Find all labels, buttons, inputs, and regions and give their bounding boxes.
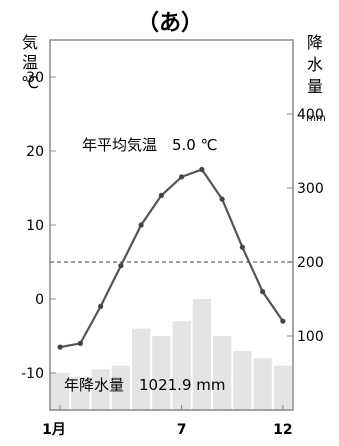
right-axis-label-char-1: 降: [307, 33, 323, 52]
x-tick-label: 12: [273, 422, 292, 438]
precipitation-bar: [192, 299, 211, 410]
precipitation-bar: [91, 369, 110, 410]
temperature-point: [138, 222, 144, 228]
temperature-points: [57, 166, 286, 350]
precipitation-bar: [71, 376, 90, 410]
left-axis-label-char-2: 温: [22, 53, 38, 72]
chart-title: （あ）: [137, 11, 203, 36]
precipitation-bar: [152, 336, 171, 410]
left-axis-label-char-3: ℃: [21, 73, 39, 92]
temperature-point: [260, 289, 266, 295]
temperature-point: [158, 192, 164, 198]
right-axis-ticks: 400 300 200 100: [287, 107, 324, 345]
x-tick-label: 1月: [42, 422, 66, 438]
left-tick-label: 20: [26, 144, 44, 160]
temperature-point: [118, 263, 124, 269]
precipitation-bar: [213, 336, 232, 410]
temperature-point: [98, 303, 104, 309]
temperature-point: [179, 174, 185, 180]
temperature-point: [199, 166, 205, 173]
left-tick-label: -10: [21, 366, 44, 382]
plot-frame: [49, 39, 294, 411]
left-tick-label: 0: [35, 292, 44, 308]
temperature-point: [77, 340, 83, 346]
temperature-point: [239, 244, 245, 250]
precipitation-bar: [253, 358, 272, 410]
mean-temperature-annotation: 年平均気温 5.0 ℃: [82, 136, 217, 154]
annual-precipitation-annotation: 年降水量 1021.9 mm: [64, 376, 225, 394]
left-tick-label: 10: [26, 218, 44, 234]
temperature-line: [59, 168, 284, 349]
precipitation-bars: [51, 299, 292, 410]
precipitation-bar: [111, 365, 130, 410]
x-axis-ticks: 1月 7 12: [42, 405, 293, 438]
right-tick-label: 300: [297, 181, 324, 197]
right-tick-label: 200: [297, 255, 324, 271]
precipitation-bar: [233, 350, 252, 410]
temperature-point: [280, 318, 286, 324]
temperature-point: [57, 344, 63, 350]
right-tick-label: 100: [297, 329, 324, 345]
left-tick-label: 30: [26, 70, 44, 86]
precipitation-bar: [172, 321, 191, 410]
x-tick-label: 7: [177, 422, 187, 438]
right-axis-unit: mm: [306, 113, 325, 124]
right-axis-label-char-3: 量: [307, 77, 323, 96]
right-axis-label: 降 水 量 mm: [306, 33, 325, 124]
precipitation-bar: [51, 373, 70, 410]
left-axis-label: 気 温 ℃: [21, 33, 39, 92]
left-axis-label-char-1: 気: [22, 33, 38, 52]
precipitation-bar: [132, 328, 151, 410]
right-axis-label-char-2: 水: [307, 55, 323, 74]
precipitation-bar: [273, 365, 292, 410]
right-tick-label: 400: [297, 107, 324, 123]
temperature-point: [219, 196, 225, 202]
left-axis-ticks: 30 20 10 0 -10: [21, 70, 56, 382]
